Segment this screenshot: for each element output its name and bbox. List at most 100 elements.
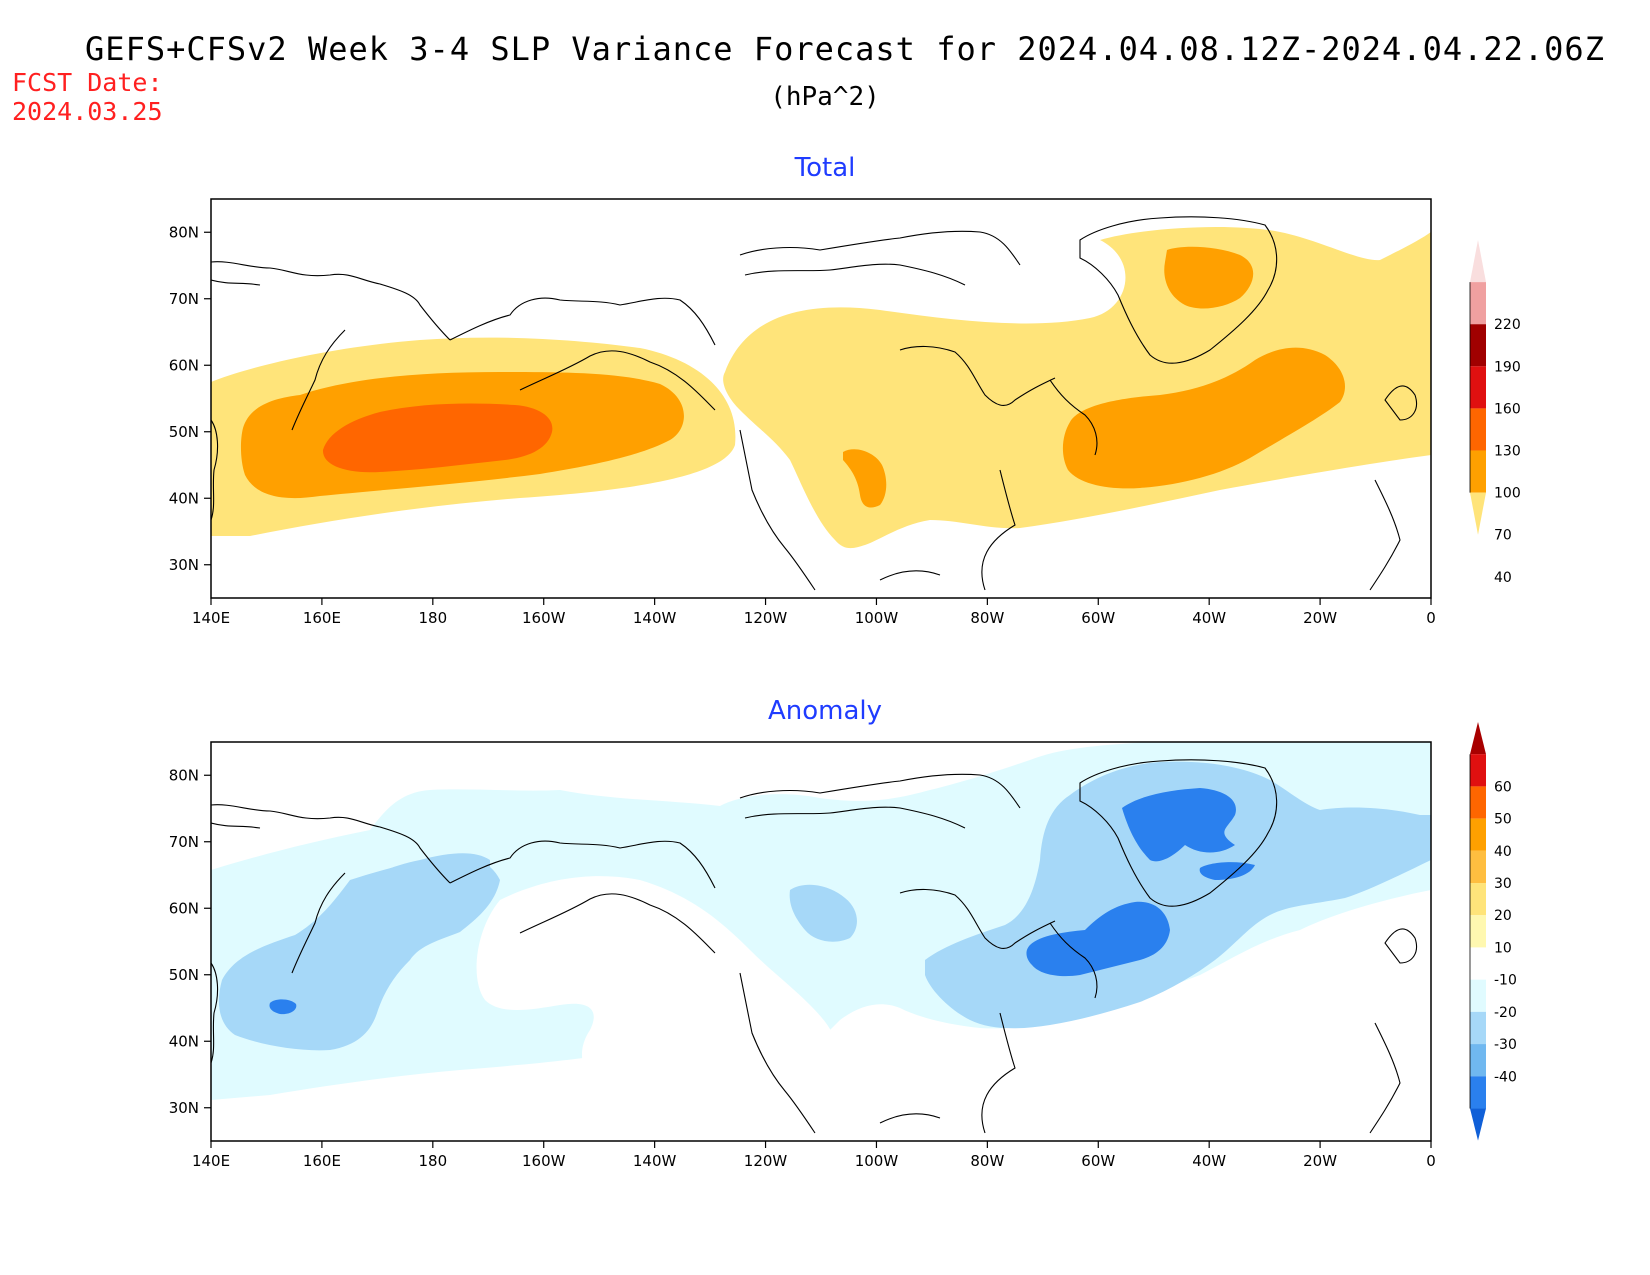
lat-tick-label: 80N bbox=[169, 766, 199, 784]
colorbar-swatch bbox=[1470, 883, 1486, 916]
colorbar-swatch bbox=[1470, 979, 1486, 1012]
total-panel-title: Total bbox=[794, 153, 856, 183]
lon-tick-label: 160E bbox=[303, 609, 341, 627]
lon-tick-label: 80W bbox=[970, 609, 1004, 627]
colorbar-label: 20 bbox=[1494, 908, 1512, 924]
lon-tick-label: 0 bbox=[1426, 1152, 1436, 1170]
anomaly-map-frame bbox=[210, 741, 1432, 1142]
colorbar-label: -10 bbox=[1494, 973, 1517, 989]
colorbar-swatch bbox=[1470, 450, 1486, 493]
colorbar-swatch bbox=[1470, 1076, 1486, 1109]
colorbar-label: 160 bbox=[1494, 401, 1521, 417]
colorbar-swatch bbox=[1470, 947, 1486, 980]
colorbar-swatch bbox=[1470, 818, 1486, 851]
total-contour-70-plains bbox=[843, 449, 887, 508]
colorbar-label: -20 bbox=[1494, 1005, 1517, 1021]
lon-tick-label: 140E bbox=[192, 1152, 230, 1170]
colorbar-label: 220 bbox=[1494, 317, 1521, 333]
anom-white-region bbox=[476, 876, 837, 1116]
lat-tick-label: 50N bbox=[169, 966, 199, 984]
colorbar-swatch bbox=[1470, 324, 1486, 367]
colorbar-swatch bbox=[1470, 786, 1486, 819]
anomaly-map-panel bbox=[211, 742, 1431, 1134]
lon-tick-label: 0 bbox=[1426, 609, 1436, 627]
colorbar-label: 50 bbox=[1494, 812, 1512, 828]
lon-tick-label: 100W bbox=[855, 609, 899, 627]
anom-contour-m30-pacific-dot bbox=[269, 999, 297, 1015]
lon-tick-label: 180 bbox=[418, 1152, 447, 1170]
lon-tick-label: 60W bbox=[1081, 609, 1115, 627]
lon-tick-label: 100W bbox=[855, 1152, 899, 1170]
anomaly-axes: 140E 160E 180 160W 140W 120W 100W 80W 60W 40W 20W 0… bbox=[169, 766, 1436, 1170]
lon-tick-label: 40W bbox=[1192, 609, 1226, 627]
total-contour-70-atlantic bbox=[1062, 347, 1345, 489]
total-map-panel bbox=[211, 216, 1431, 591]
lat-tick-label: 40N bbox=[169, 489, 199, 507]
colorbar-top-arrow bbox=[1470, 722, 1486, 755]
lon-tick-label: 40W bbox=[1192, 1152, 1226, 1170]
lat-tick-label: 80N bbox=[169, 223, 199, 241]
chart-title: GEFS+CFSv2 Week 3-4 SLP Variance Forecas… bbox=[85, 30, 1605, 68]
colorbar-label: 190 bbox=[1494, 359, 1521, 375]
lon-tick-label: 80W bbox=[970, 1152, 1004, 1170]
lat-tick-label: 70N bbox=[169, 290, 199, 308]
total-colorbar: 220 190 160 130 100 70 40 bbox=[1469, 240, 1521, 586]
colorbar-swatch bbox=[1470, 915, 1486, 948]
colorbar-bottom-arrow bbox=[1470, 1108, 1486, 1141]
anom-contour-m30-labrador bbox=[1026, 901, 1170, 977]
lat-tick-label: 50N bbox=[169, 423, 199, 441]
lon-tick-label: 20W bbox=[1303, 1152, 1337, 1170]
units-label: (hPa^2) bbox=[770, 82, 880, 112]
lon-tick-label: 140E bbox=[192, 609, 230, 627]
lon-tick-label: 120W bbox=[744, 1152, 788, 1170]
colorbar-label: -30 bbox=[1494, 1037, 1517, 1053]
lon-tick-label: 160W bbox=[522, 609, 566, 627]
colorbar-label: 130 bbox=[1494, 444, 1521, 460]
anomaly-panel-title: Anomaly bbox=[767, 696, 883, 726]
colorbar-swatch bbox=[1470, 408, 1486, 451]
total-axes: 140E 160E 180 160W 140W 120W 100W 80W 60W 40W 20W 0… bbox=[169, 223, 1436, 627]
colorbar-top-arrow bbox=[1470, 240, 1486, 283]
coastlines-anomaly bbox=[211, 759, 1418, 1134]
lon-tick-label: 160E bbox=[303, 1152, 341, 1170]
anom-contour-m30-greenland bbox=[1122, 788, 1236, 862]
lat-tick-label: 30N bbox=[169, 1099, 199, 1117]
total-contour-40-north-america bbox=[723, 226, 1431, 549]
forecast-date-label: FCST Date: bbox=[12, 68, 163, 97]
lon-tick-label: 120W bbox=[744, 609, 788, 627]
coastlines-total bbox=[211, 216, 1418, 591]
colorbar-swatch bbox=[1470, 1044, 1486, 1077]
colorbar-label: 70 bbox=[1494, 528, 1512, 544]
colorbar-swatch bbox=[1470, 1011, 1486, 1045]
lon-tick-label: 60W bbox=[1081, 1152, 1115, 1170]
colorbar-label: 60 bbox=[1494, 779, 1512, 795]
total-contour-100-pacific bbox=[322, 403, 553, 473]
lat-tick-label: 60N bbox=[169, 356, 199, 374]
colorbar-label: 100 bbox=[1494, 486, 1521, 502]
total-contour-70-greenland bbox=[1164, 246, 1254, 309]
lat-tick-label: 40N bbox=[169, 1032, 199, 1050]
colorbar-label: 40 bbox=[1494, 844, 1512, 860]
colorbar-swatch bbox=[1470, 850, 1486, 884]
colorbar-label: -40 bbox=[1494, 1069, 1517, 1085]
anom-contour-m20-bering bbox=[345, 853, 490, 914]
colorbar-swatch bbox=[1470, 366, 1486, 409]
anomaly-colorbar: 60 50 40 30 20 10 -10 -20 -30 -40 bbox=[1469, 722, 1517, 1141]
lon-tick-label: 160W bbox=[522, 1152, 566, 1170]
total-map-frame bbox=[210, 198, 1432, 599]
colorbar-swatch bbox=[1470, 754, 1486, 787]
colorbar-label: 40 bbox=[1494, 570, 1512, 586]
colorbar-label: 30 bbox=[1494, 876, 1512, 892]
forecast-date-value: 2024.03.25 bbox=[12, 97, 163, 126]
lon-tick-label: 180 bbox=[418, 609, 447, 627]
lon-tick-label: 140W bbox=[633, 609, 677, 627]
colorbar-label: 10 bbox=[1494, 940, 1512, 956]
lon-tick-label: 20W bbox=[1303, 609, 1337, 627]
colorbar-bottom-arrow bbox=[1470, 492, 1486, 535]
lat-tick-label: 70N bbox=[169, 833, 199, 851]
lat-tick-label: 60N bbox=[169, 899, 199, 917]
lat-tick-label: 30N bbox=[169, 556, 199, 574]
lon-tick-label: 140W bbox=[633, 1152, 677, 1170]
anom-contour-m20-canada-small bbox=[789, 884, 857, 942]
